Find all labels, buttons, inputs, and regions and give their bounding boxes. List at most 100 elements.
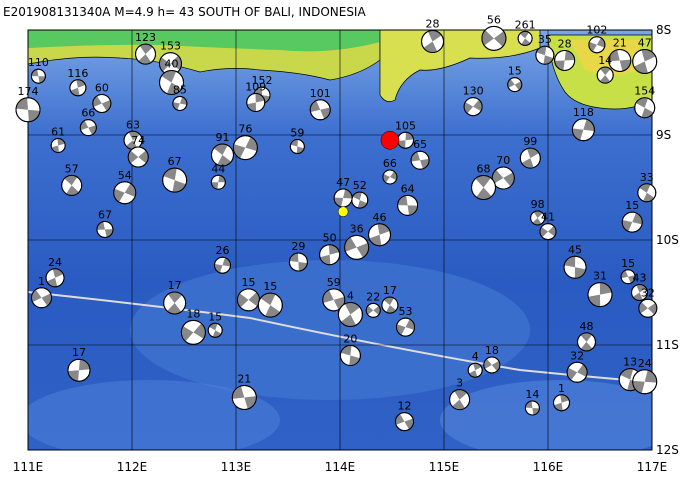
compression-quadrant [128,150,139,164]
x-tick-label: 115E [429,460,460,474]
beachball-outline [382,169,398,185]
compression-quadrant [475,175,491,188]
depth-label: 59 [290,127,304,140]
beachball-outline [571,118,595,142]
beachball-outline [576,332,596,352]
x-tick-label: 116E [533,460,564,474]
beachball-outline [620,269,636,285]
depth-label: 60 [95,82,109,95]
depth-label: 65 [413,138,427,151]
compression-quadrant [344,302,360,315]
depth-label: 59 [327,276,341,289]
compression-quadrant [588,41,597,52]
compression-quadrant [96,221,105,230]
depth-label: 17 [383,284,397,297]
beachball-outline [180,319,206,345]
compression-quadrant [138,54,152,65]
compression-quadrant [564,50,575,61]
compression-quadrant [373,305,381,315]
beachball-outline [530,210,546,226]
beachball-outline [344,234,370,260]
beachball-outline [554,49,576,71]
compression-quadrant [641,107,654,118]
compression-quadrant [427,30,442,42]
beachball-outline [231,385,257,410]
compression-quadrant [289,253,299,263]
compression-quadrant [51,145,59,153]
compression-quadrant [476,187,492,200]
compression-quadrant [632,292,643,301]
compression-quadrant [167,303,182,314]
compression-quadrant [532,217,542,225]
depth-label: 22 [366,290,380,303]
depth-label: 4 [347,290,354,303]
compression-quadrant [217,154,232,166]
depth-label: 18 [186,307,200,320]
depth-label: 56 [487,13,501,26]
beachball-outline [621,211,643,233]
compression-quadrant [564,256,576,268]
compression-quadrant [600,67,611,76]
compression-quadrant [41,293,52,306]
depth-label: 64 [401,182,415,195]
beachball-outline [159,70,185,95]
depth-label: 15 [621,257,635,270]
depth-label: 45 [568,243,582,256]
depth-label: 110 [28,56,49,69]
event-marker [380,131,400,150]
compression-quadrant [543,55,554,65]
compression-quadrant [193,323,206,339]
depth-label: 152 [252,74,273,87]
x-tick-label: 111E [13,460,44,474]
depth-label: 13 [623,356,637,369]
depth-label: 24 [638,357,652,370]
beachball-outline [15,97,41,123]
x-tick-label: 113E [221,460,252,474]
compression-quadrant [407,205,418,216]
compression-quadrant [113,188,125,203]
compression-quadrant [420,158,430,169]
depth-label: 32 [570,349,584,362]
compression-quadrant [533,210,543,218]
beachball-outline [45,268,65,288]
depth-label: 12 [397,400,411,413]
depth-label: 52 [353,179,367,192]
compression-quadrant [356,242,369,258]
compression-quadrant [636,284,647,293]
depth-label: 261 [515,18,536,31]
beachball-outline [309,99,331,121]
beachball-outline [69,79,87,97]
compression-quadrant [411,151,421,162]
depth-label: 154 [634,85,655,98]
compression-quadrant [519,31,529,39]
depth-label: 46 [373,211,387,224]
compression-quadrant [525,401,533,408]
beachball-outline [410,150,430,170]
depth-label: 24 [48,256,62,269]
beachball-outline [563,255,587,279]
depth-label: 116 [67,67,88,80]
depth-label: 66 [81,107,95,120]
compression-quadrant [237,293,249,308]
compression-quadrant [452,399,465,410]
depth-label: 61 [51,126,65,139]
compression-quadrant [124,183,136,197]
depth-label: 15 [508,65,522,78]
compression-quadrant [57,138,65,146]
compression-quadrant [599,282,612,295]
depth-label: 26 [215,244,229,257]
compression-quadrant [454,389,468,400]
compression-quadrant [389,171,397,181]
compression-quadrant [647,303,657,315]
depth-label: 67 [168,155,182,168]
beachball-outline [92,94,112,113]
compression-quadrant [483,358,492,369]
y-tick-label: 9S [656,128,671,142]
compression-quadrant [159,57,171,72]
beachball-outline [519,147,541,169]
compression-quadrant [64,175,78,186]
beachball-outline [162,167,188,193]
depth-label: 18 [485,344,499,357]
depth-label: 98 [531,198,545,211]
